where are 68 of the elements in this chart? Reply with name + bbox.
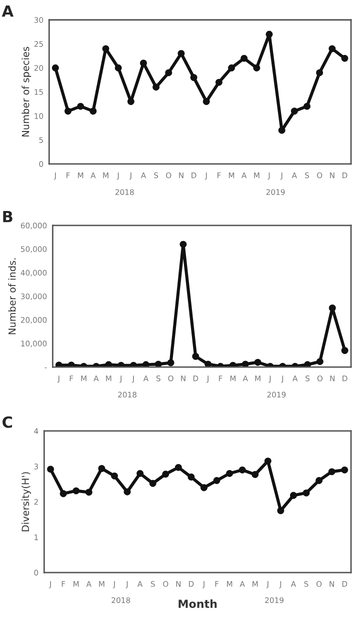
point [215,78,222,86]
y-axis-title: Number of species [22,46,32,136]
point [110,472,118,480]
point [102,45,110,52]
point [316,358,324,366]
point [90,108,97,115]
point [341,54,348,62]
point [200,484,208,492]
point [136,470,144,477]
point [341,347,348,354]
point [149,480,156,487]
point [180,240,187,248]
y-axis-title: Number of inds. [8,258,16,334]
point [226,470,234,477]
point [167,359,174,366]
point [341,466,348,474]
point [77,102,84,110]
point [98,465,106,472]
point [152,84,160,91]
point [213,477,220,484]
point [52,64,59,72]
point [162,470,170,478]
point [72,487,80,494]
point [253,64,260,72]
point [278,126,286,134]
point [202,98,210,105]
point [142,361,150,368]
point [277,507,284,514]
point [204,360,212,368]
point [264,458,272,465]
point [47,466,54,473]
point [302,489,310,496]
point [316,477,323,484]
point [328,304,336,312]
point [178,50,185,57]
point [266,30,273,38]
chart-title: C [2,416,12,428]
point [192,352,200,360]
point [328,468,336,476]
point [304,361,311,368]
point [328,45,336,52]
point [316,69,324,76]
point [290,492,297,499]
point [60,490,67,498]
point [238,466,246,474]
point [228,64,235,72]
point [127,98,134,105]
point [252,471,259,478]
point [55,362,62,368]
point [190,74,198,81]
point [304,102,310,110]
point [85,488,92,496]
point [124,488,131,496]
point [165,69,172,76]
point [105,361,112,368]
point [174,464,182,471]
chart-title: B [3,210,12,222]
y-axis-title: Diversity(H') [22,472,31,532]
point [188,474,195,480]
point [240,54,248,62]
x-axis-title: Month [178,599,217,608]
point [64,108,72,115]
chart-title: A [2,5,14,17]
point [290,108,298,115]
point [154,360,162,368]
point [254,358,262,366]
point [114,64,122,72]
point [242,360,249,368]
